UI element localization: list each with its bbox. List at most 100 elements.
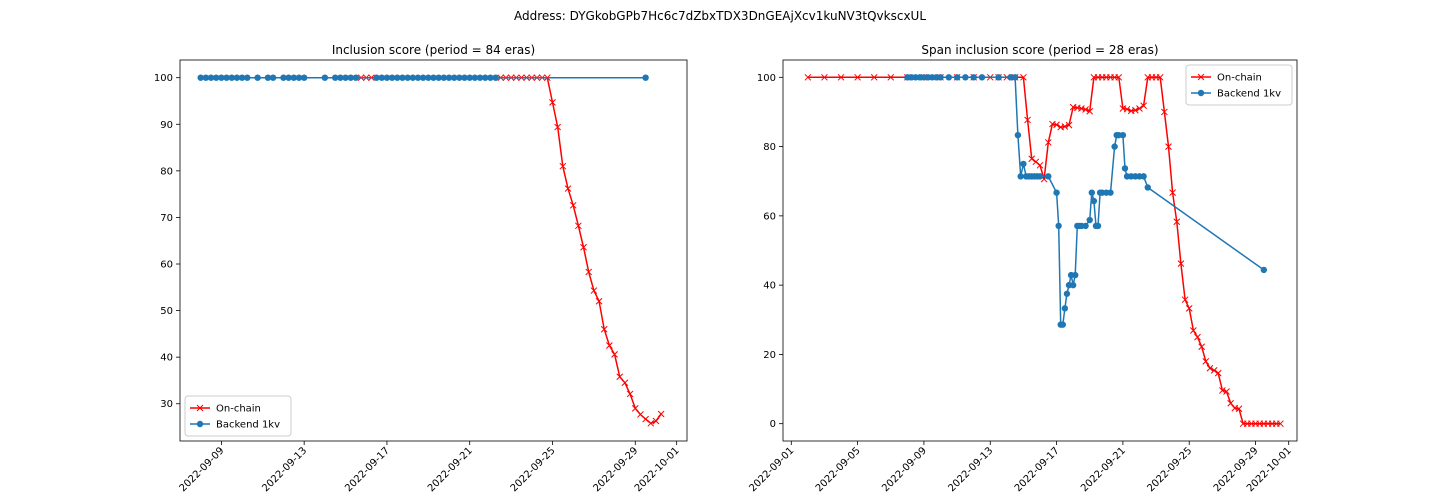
data-point <box>600 325 608 333</box>
data-point <box>1194 333 1201 341</box>
x-tick-label: 2022-09-05 <box>814 445 863 494</box>
data-point <box>197 74 204 81</box>
data-point <box>1082 106 1089 113</box>
data-point <box>953 74 961 81</box>
data-point <box>631 405 639 412</box>
data-point <box>1181 296 1189 304</box>
data-point <box>254 74 261 81</box>
data-point <box>657 410 665 418</box>
data-point <box>1206 364 1214 372</box>
data-point <box>430 74 437 81</box>
data-point <box>213 74 220 81</box>
data-point <box>1121 165 1129 172</box>
data-point <box>1144 184 1151 191</box>
data-point <box>937 74 944 81</box>
data-point <box>476 74 484 81</box>
data-point <box>228 74 235 81</box>
data-point <box>233 74 241 81</box>
y-tick-label: 40 <box>160 353 173 364</box>
data-point <box>285 74 292 81</box>
data-point <box>1277 420 1284 428</box>
data-point <box>1072 271 1079 279</box>
data-point <box>978 74 986 81</box>
data-point <box>854 73 861 81</box>
data-point <box>1177 260 1185 268</box>
y-tick-label: 60 <box>160 260 173 271</box>
data-point <box>1024 116 1031 124</box>
data-point <box>1169 189 1177 197</box>
x-tick-label: 2022-09-25 <box>1145 445 1194 494</box>
data-point <box>244 74 251 81</box>
data-point <box>425 74 432 81</box>
data-point <box>461 74 468 81</box>
legend: On-chain Backend 1kv <box>1185 64 1293 106</box>
data-point <box>549 99 556 106</box>
data-point <box>300 74 308 81</box>
legend-box <box>184 395 292 437</box>
axes-frame <box>179 59 688 442</box>
data-point <box>435 74 442 81</box>
data-point <box>1136 105 1143 112</box>
data-point <box>1053 121 1060 129</box>
data-point <box>995 74 1002 81</box>
figure-suptitle: Address: DYGkobGPb7Hc6c7dZbxTDX3DnGEAjXc… <box>514 9 926 23</box>
data-point <box>1086 107 1094 115</box>
data-point <box>1160 108 1168 116</box>
series-backend-1kv <box>197 74 649 81</box>
data-point <box>970 74 977 81</box>
data-point <box>1156 73 1164 81</box>
y-tick-label: 20 <box>763 350 776 361</box>
data-point <box>1165 143 1172 150</box>
data-point <box>1014 131 1022 139</box>
data-point <box>332 74 339 81</box>
data-point <box>419 74 427 81</box>
data-point <box>559 162 567 170</box>
data-point <box>280 74 287 81</box>
data-point <box>595 297 603 305</box>
x-tick-label: 2022-09-13 <box>260 445 309 494</box>
data-point <box>409 74 417 81</box>
data-point <box>482 74 489 81</box>
data-point <box>1044 139 1052 146</box>
data-point <box>1235 405 1243 413</box>
data-point <box>445 74 453 81</box>
y-tick-label: 60 <box>763 211 776 222</box>
data-point <box>1214 369 1222 377</box>
data-point <box>1036 173 1044 180</box>
chart-title: Span inclusion score (period = 28 eras) <box>921 43 1158 57</box>
legend-marker <box>1197 73 1205 81</box>
data-point <box>207 74 215 81</box>
data-point <box>1202 357 1210 365</box>
legend-box <box>1185 64 1293 106</box>
legend-label: On-chain <box>1217 73 1262 84</box>
data-point <box>626 390 634 398</box>
x-tick-label: 2022-09-25 <box>509 445 558 494</box>
y-tick-label: 50 <box>160 306 173 317</box>
x-tick-label: 2022-09-17 <box>343 445 392 494</box>
x-tick-label: 2022-09-09 <box>178 445 227 494</box>
data-point <box>378 74 385 81</box>
x-tick-label: 2022-09-17 <box>1013 445 1062 494</box>
y-tick-label: 0 <box>770 419 776 430</box>
data-point <box>1065 121 1073 129</box>
chart-inclusion-score: Inclusion score (period = 84 eras) 30 40 50… <box>154 43 688 494</box>
data-point <box>1131 106 1139 114</box>
data-point <box>1059 321 1066 328</box>
data-point <box>804 73 812 81</box>
data-point <box>450 74 458 81</box>
data-point <box>1088 189 1096 196</box>
data-point <box>321 74 329 81</box>
legend-marker <box>196 420 204 428</box>
data-point <box>569 201 577 209</box>
data-point <box>1198 343 1206 351</box>
data-point <box>1020 73 1027 81</box>
x-tick-label: 2022-10-01 <box>633 445 682 494</box>
data-point <box>1045 173 1052 180</box>
legend-marker <box>1197 89 1205 97</box>
data-point <box>1210 366 1218 374</box>
legend: On-chain Backend 1kv <box>184 395 292 437</box>
data-point <box>352 74 360 81</box>
y-tick-label: 90 <box>160 120 173 131</box>
data-point <box>1260 266 1268 274</box>
